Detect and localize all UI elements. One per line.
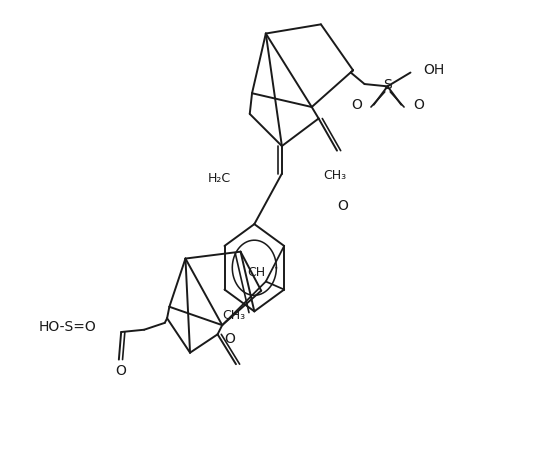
Text: S: S bbox=[383, 79, 392, 92]
Text: HO-S=O: HO-S=O bbox=[38, 321, 96, 334]
Text: O: O bbox=[337, 199, 348, 213]
Text: H₂C: H₂C bbox=[208, 172, 232, 185]
Text: O: O bbox=[116, 364, 127, 378]
Text: OH: OH bbox=[424, 63, 444, 77]
Text: CH: CH bbox=[248, 266, 266, 279]
Text: CH₃: CH₃ bbox=[323, 170, 346, 182]
Text: O: O bbox=[351, 98, 362, 112]
Text: CH₃: CH₃ bbox=[222, 310, 245, 322]
Text: O: O bbox=[412, 98, 424, 112]
Text: O: O bbox=[224, 332, 235, 346]
